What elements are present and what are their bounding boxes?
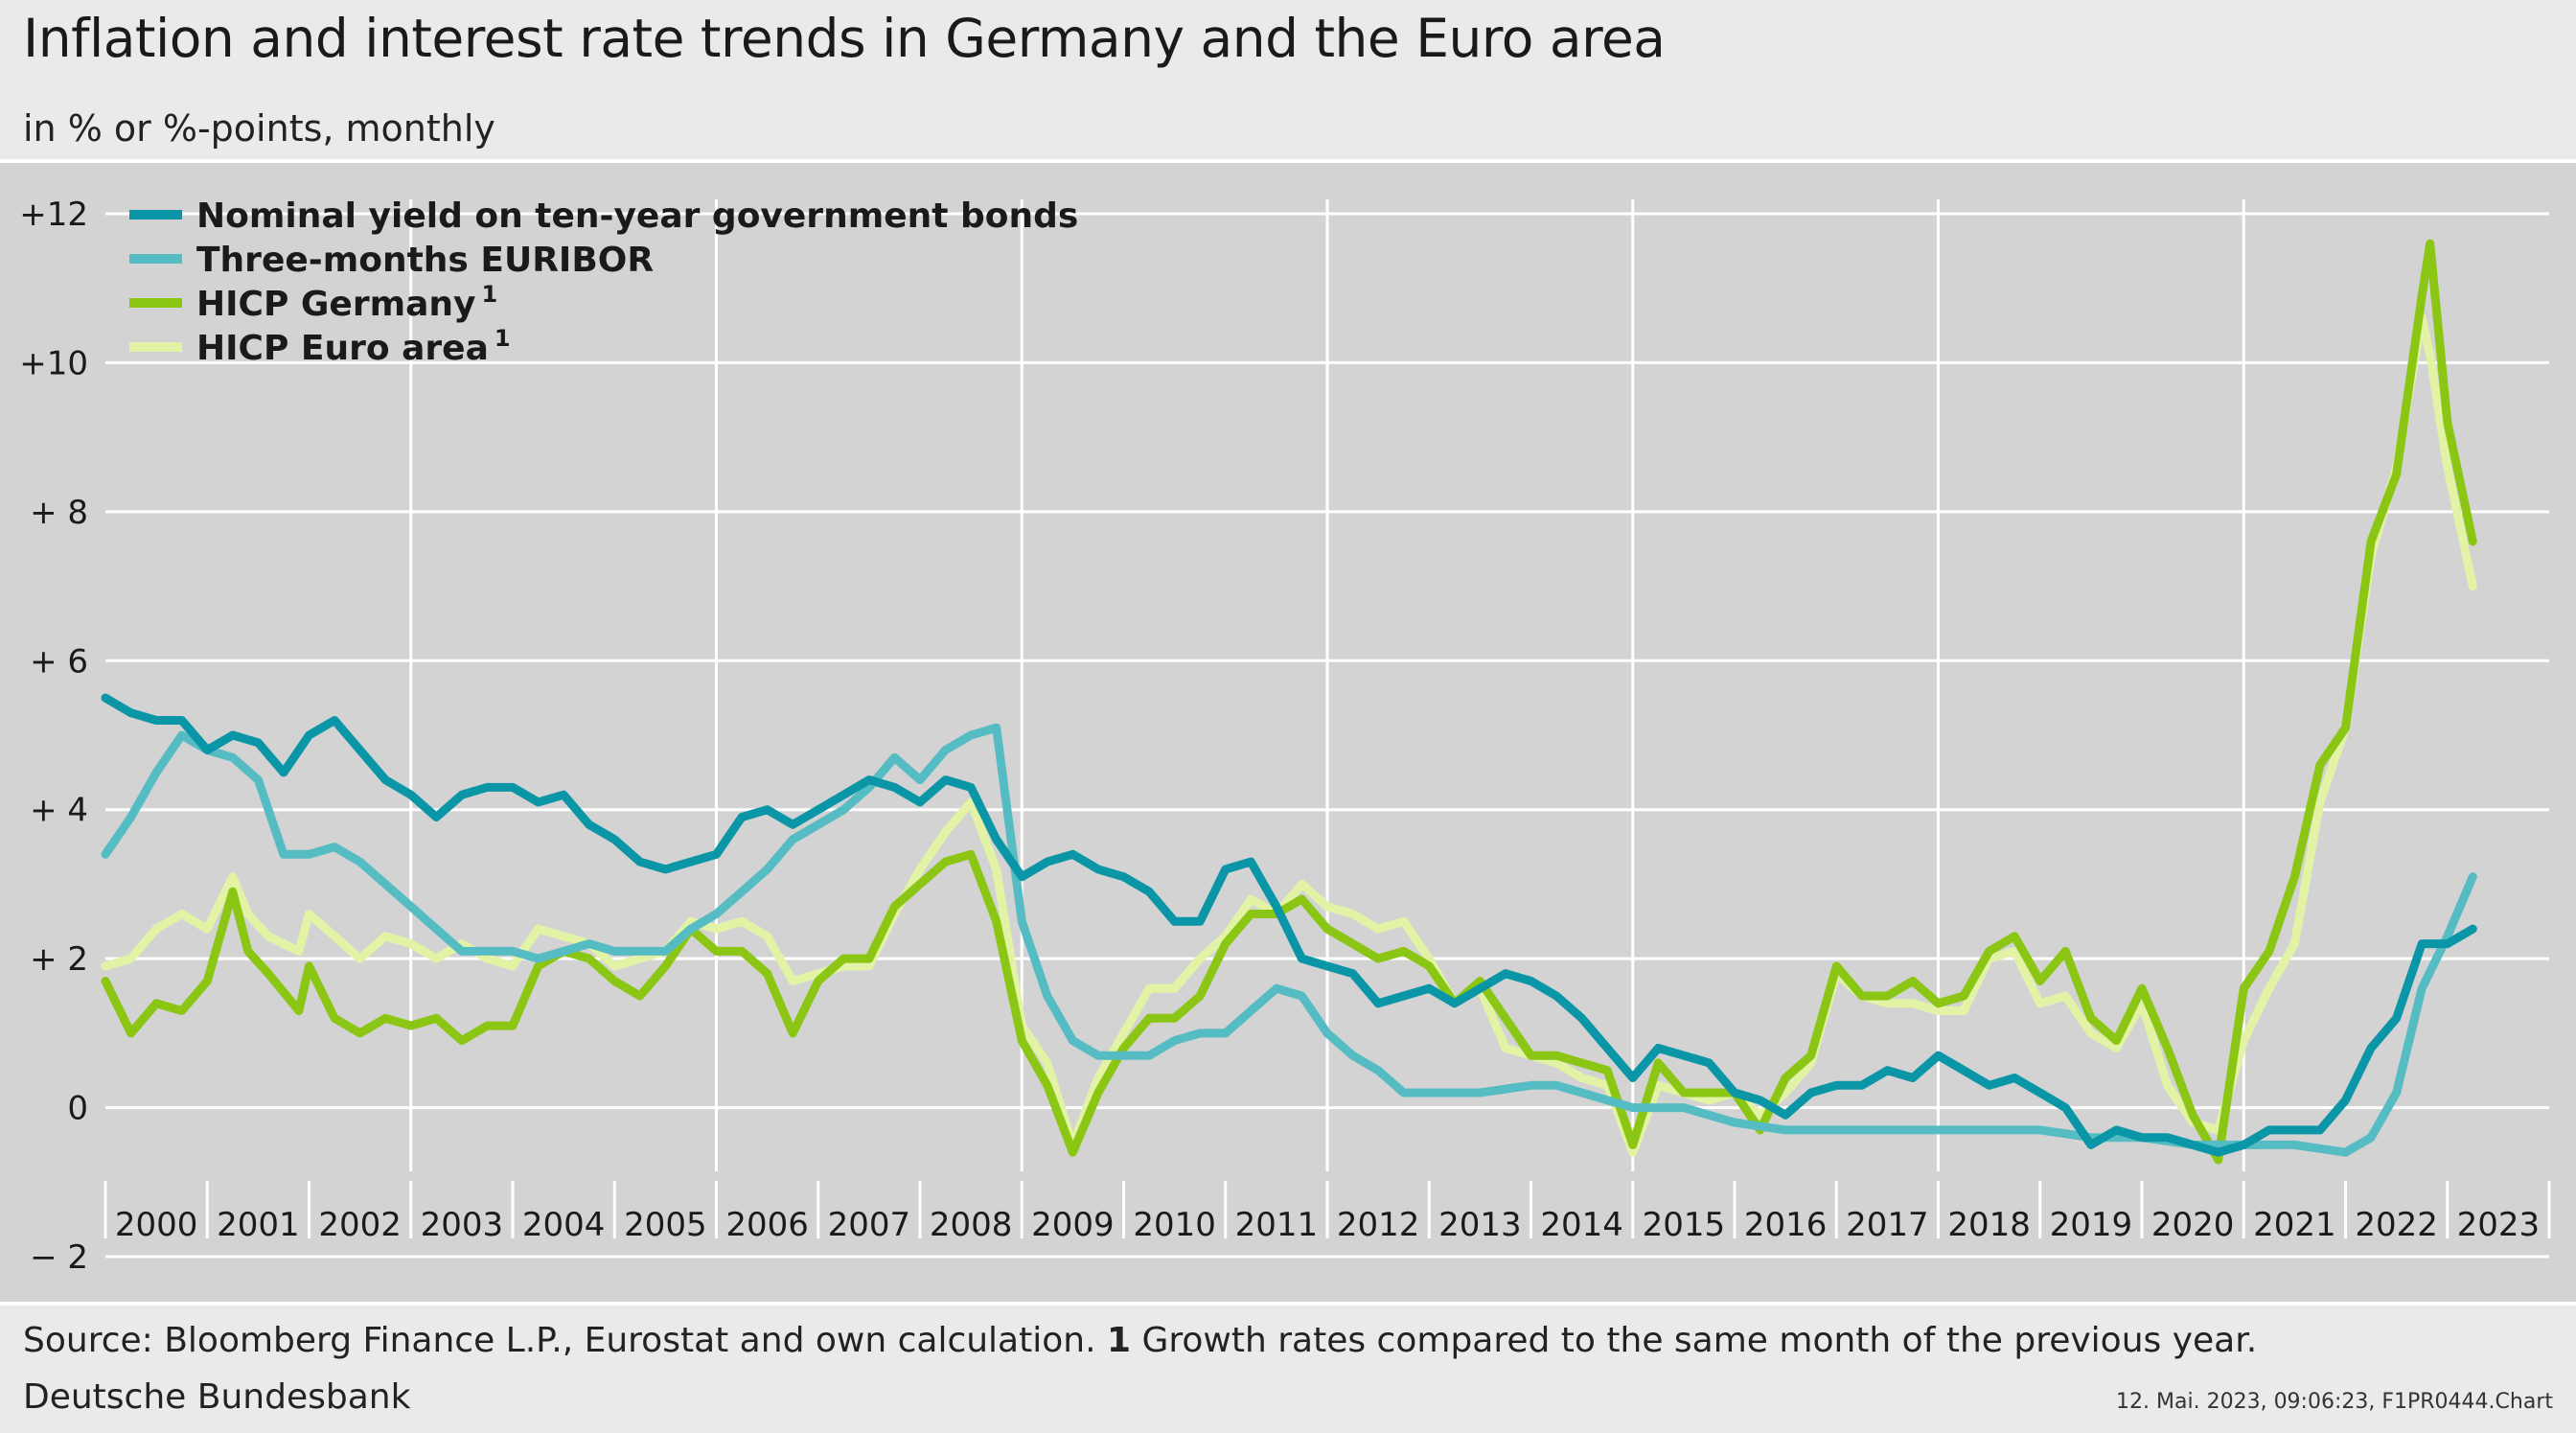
- timestamp: 12. Mai. 2023, 09:06:23, F1PR0444.Chart: [2116, 1390, 2553, 1414]
- publisher: Deutsche Bundesbank: [23, 1377, 411, 1417]
- x-tick-label: 2000: [115, 1206, 198, 1244]
- y-tick-label: + 8: [30, 494, 88, 532]
- footnote-marker: 1: [1106, 1321, 1132, 1360]
- x-tick-label: 2023: [2457, 1206, 2541, 1244]
- x-tick-label: 2022: [2355, 1206, 2438, 1244]
- x-tick-label: 2017: [1846, 1206, 1929, 1244]
- x-tick-label: 2015: [1643, 1206, 1726, 1244]
- series-line-nominal-yield: [101, 693, 2477, 1157]
- x-tick-label: 2019: [2050, 1206, 2133, 1244]
- x-tick-label: 2006: [725, 1206, 809, 1244]
- x-tick-label: 2021: [2253, 1206, 2336, 1244]
- x-tick-label: 2013: [1438, 1206, 1522, 1244]
- line-chart: +12 +10 + 8 + 6 + 4 + 2 0 − 2 2000 2001 2002 2003 20…: [19, 196, 2551, 1277]
- series-line-hicp-germany: [101, 239, 2477, 1165]
- x-tick-label: 2010: [1133, 1206, 1216, 1244]
- legend-label: Three-months EURIBOR: [196, 241, 654, 280]
- legend-label: Nominal yield on ten-year government bon…: [196, 196, 1078, 236]
- y-tick-label: − 2: [30, 1238, 88, 1277]
- x-tick-label: 2005: [624, 1206, 707, 1244]
- x-tick-label: 2001: [217, 1206, 300, 1244]
- x-tick-label: 2020: [2151, 1206, 2235, 1244]
- source-note: Source: Bloomberg Finance L.P., Eurostat…: [23, 1321, 2257, 1360]
- footnote-text: Growth rates compared to the same month …: [1141, 1321, 2258, 1360]
- legend: Nominal yield on ten-year government bon…: [129, 196, 1078, 368]
- x-tick-label: 2004: [522, 1206, 606, 1244]
- x-tick-label: 2009: [1031, 1206, 1115, 1244]
- x-tick-label: 2011: [1235, 1206, 1319, 1244]
- y-tick-label: + 4: [30, 792, 88, 830]
- plot-area: +12 +10 + 8 + 6 + 4 + 2 0 − 2 2000 2001 2002 2003 20…: [0, 163, 2576, 1302]
- y-tick-label: +12: [19, 196, 88, 234]
- chart-subtitle: in % or %-points, monthly: [23, 107, 495, 150]
- y-tick-label: + 6: [30, 642, 88, 681]
- source-text: Source: Bloomberg Finance L.P., Eurostat…: [23, 1321, 1096, 1360]
- x-tick-label: 2008: [930, 1206, 1013, 1244]
- y-tick-label: +10: [19, 344, 88, 382]
- top-divider: [0, 159, 2576, 163]
- series-line-hicp-euro: [101, 313, 2477, 1157]
- chart-title: Inflation and interest rate trends in Ge…: [23, 8, 1666, 69]
- x-tick-label: 2007: [828, 1206, 911, 1244]
- bottom-divider: [0, 1302, 2576, 1306]
- x-tick-label: 2002: [318, 1206, 402, 1244]
- x-tick-label: 2014: [1540, 1206, 1623, 1244]
- x-tick-label: 2012: [1337, 1206, 1420, 1244]
- y-tick-label: 0: [67, 1090, 88, 1128]
- series-lines: [101, 239, 2477, 1165]
- series-line-euribor: [101, 723, 2477, 1157]
- legend-label: HICP Germany 1: [196, 281, 497, 324]
- x-tick-label: 2003: [421, 1206, 504, 1244]
- legend-label: HICP Euro area 1: [196, 325, 511, 368]
- x-tick-label: 2016: [1744, 1206, 1828, 1244]
- x-tick-label: 2018: [1947, 1206, 2031, 1244]
- y-tick-label: + 2: [30, 940, 88, 979]
- axes: +12 +10 + 8 + 6 + 4 + 2 0 − 2 2000 2001 2002 2003 20…: [19, 196, 2551, 1277]
